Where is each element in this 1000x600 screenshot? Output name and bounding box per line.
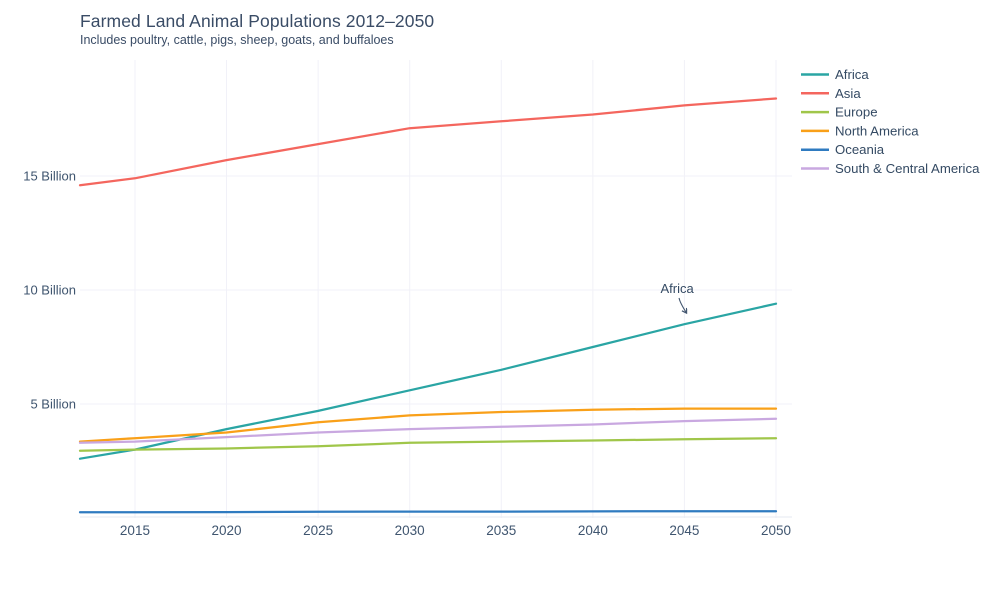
legend-label: North America <box>835 123 919 138</box>
y-tick-label: 15 Billion <box>23 169 76 184</box>
legend-label: Oceania <box>835 142 885 157</box>
x-tick-label: 2050 <box>761 523 791 538</box>
series-line-asia[interactable] <box>78 97 778 187</box>
x-tick-label: 2025 <box>303 523 333 538</box>
annotation-label: Africa <box>660 281 694 296</box>
legend-item-south-central-america[interactable]: South & Central America <box>801 161 980 176</box>
x-tick-label: 2030 <box>395 523 425 538</box>
series-line-europe[interactable] <box>78 437 778 452</box>
legend-item-north-america[interactable]: North America <box>801 123 919 138</box>
legend-item-oceania[interactable]: Oceania <box>801 142 885 157</box>
x-tick-label: 2020 <box>212 523 242 538</box>
legend-item-asia[interactable]: Asia <box>801 86 861 101</box>
legend: Africa Asia Europe North America Oceania Sout… <box>801 67 980 176</box>
series-line-south-central-america[interactable] <box>78 417 778 444</box>
legend-item-europe[interactable]: Europe <box>801 105 878 120</box>
x-tick-label: 2015 <box>120 523 150 538</box>
legend-label: Asia <box>835 86 861 101</box>
series-lines <box>78 97 778 514</box>
x-tick-label: 2045 <box>669 523 699 538</box>
legend-item-africa[interactable]: Africa <box>801 67 869 82</box>
annotation-africa: Africa <box>660 281 694 313</box>
annotation-arrow <box>678 297 686 313</box>
page-subtitle: Includes poultry, cattle, pigs, sheep, g… <box>80 33 394 47</box>
y-tick-label: 5 Billion <box>30 397 76 412</box>
legend-label: Europe <box>835 105 878 120</box>
series-line-oceania[interactable] <box>78 510 778 514</box>
series-line-africa[interactable] <box>78 302 778 460</box>
series-line-north-america[interactable] <box>78 407 778 443</box>
x-tick-label: 2035 <box>486 523 516 538</box>
x-tick-label: 2040 <box>578 523 608 538</box>
y-tick-label: 10 Billion <box>23 283 76 298</box>
gridlines <box>80 60 792 518</box>
legend-label: Africa <box>835 67 869 82</box>
page-title: Farmed Land Animal Populations 2012–2050 <box>80 11 435 31</box>
axis-labels: 2015 2020 2025 2030 2035 2040 2045 2050 5 Billio… <box>23 169 791 538</box>
legend-label: South & Central America <box>835 161 980 176</box>
